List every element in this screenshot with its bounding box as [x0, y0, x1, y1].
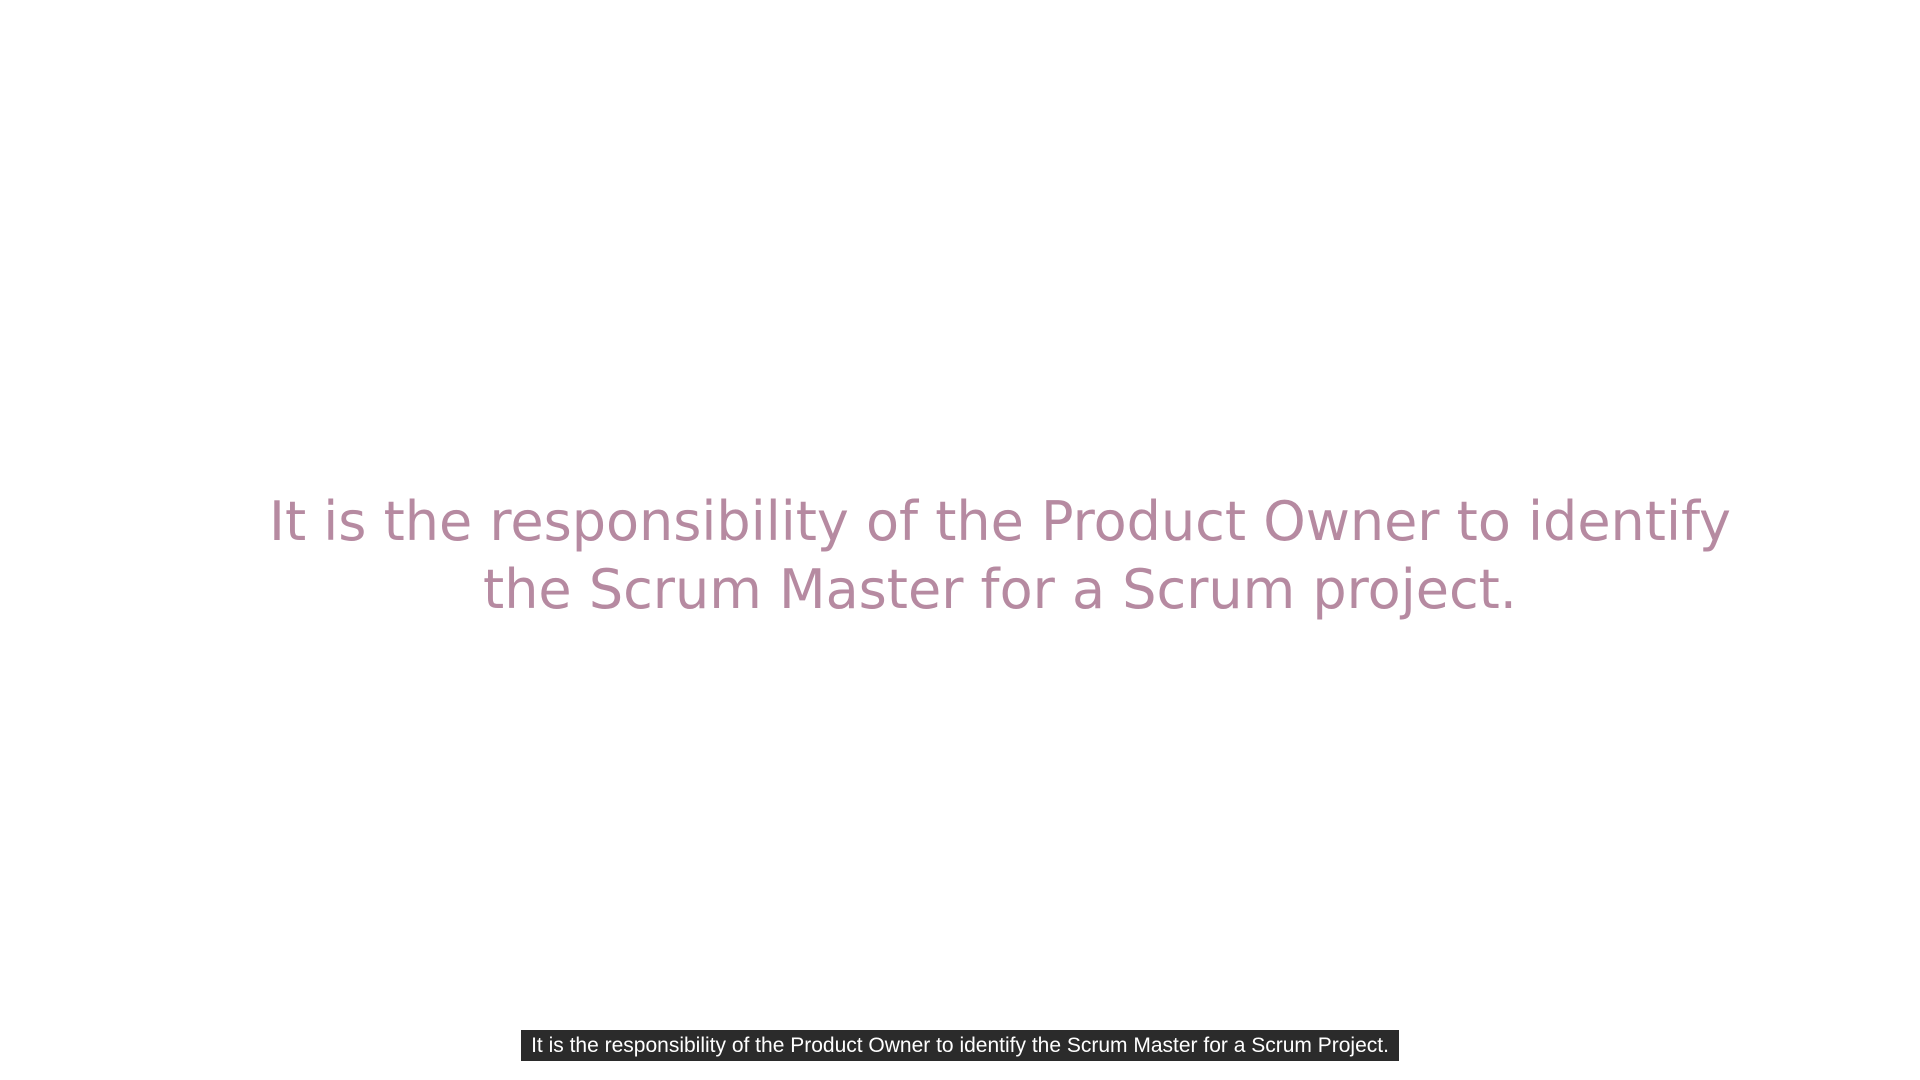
slide-statement-text: It is the responsibility of the Product … — [269, 490, 1731, 621]
caption-text: It is the responsibility of the Product … — [521, 1030, 1399, 1061]
caption-bar: It is the responsibility of the Product … — [0, 1030, 1920, 1061]
